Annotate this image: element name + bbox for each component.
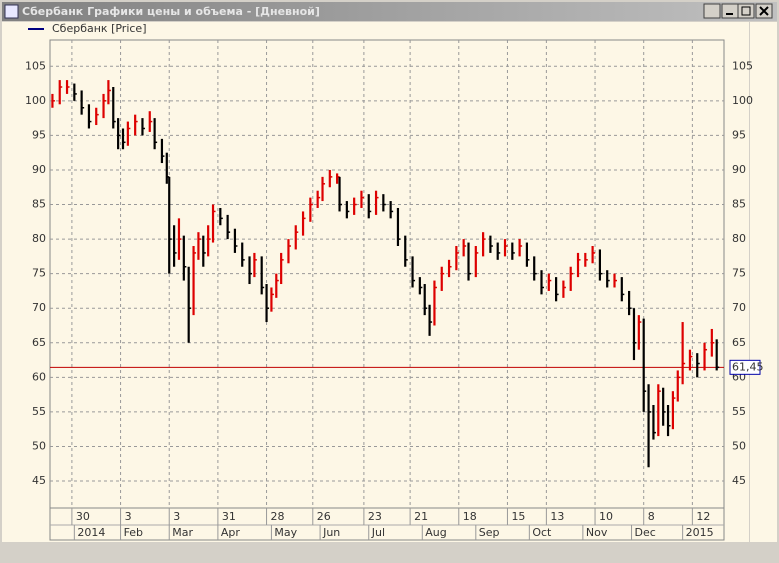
y-tick-label: 105	[25, 59, 46, 72]
pin-button[interactable]	[703, 3, 721, 19]
maximize-button[interactable]	[737, 3, 755, 19]
y-tick-label: 50	[32, 439, 46, 452]
y-tick-label: 75	[32, 267, 46, 280]
y-tick-label: 95	[32, 128, 46, 141]
period-label: Mar	[172, 526, 193, 539]
y-tick-label: 70	[32, 301, 46, 314]
y-tick-label: 55	[32, 405, 46, 418]
close-glyph	[759, 6, 769, 16]
x-tick-label: 23	[368, 510, 382, 523]
y-tick-label: 100	[25, 94, 46, 107]
chart-background	[2, 22, 749, 542]
minimize-button[interactable]	[721, 3, 739, 19]
window-buttons[interactable]	[703, 3, 773, 19]
title-bar	[2, 2, 777, 21]
y-tick-label-right: 105	[732, 59, 753, 72]
x-tick-label: 28	[271, 510, 285, 523]
y-tick-label-right: 85	[732, 198, 746, 211]
x-tick-label: 3	[125, 510, 132, 523]
period-label: Oct	[532, 526, 552, 539]
y-tick-label-right: 90	[732, 163, 746, 176]
x-tick-label: 18	[463, 510, 477, 523]
x-tick-label: 26	[317, 510, 331, 523]
y-tick-label: 65	[32, 336, 46, 349]
y-tick-label-right: 70	[732, 301, 746, 314]
x-tick-label: 12	[696, 510, 710, 523]
period-label: May	[274, 526, 297, 539]
x-tick-label: 15	[511, 510, 525, 523]
x-tick-label: 10	[599, 510, 613, 523]
side-strip	[750, 22, 777, 542]
status-bar	[0, 543, 779, 559]
y-tick-label: 45	[32, 474, 46, 487]
price-badge	[729, 359, 761, 375]
y-tick-label: 90	[32, 163, 46, 176]
x-tick-label: 13	[550, 510, 564, 523]
window-icon	[4, 4, 19, 19]
y-tick-label: 80	[32, 232, 46, 245]
period-label: Sep	[479, 526, 500, 539]
period-label: Apr	[221, 526, 241, 539]
period-label: Jun	[322, 526, 340, 539]
y-tick-label-right: 95	[732, 128, 746, 141]
x-tick-label: 21	[414, 510, 428, 523]
y-tick-label-right: 100	[732, 94, 753, 107]
x-tick-label: 8	[648, 510, 655, 523]
maximize-glyph	[741, 6, 751, 16]
y-tick-label-right: 80	[732, 232, 746, 245]
y-tick-label: 60	[32, 370, 46, 383]
x-tick-label: 31	[222, 510, 236, 523]
y-tick-label-right: 45	[732, 474, 746, 487]
period-label: Nov	[586, 526, 608, 539]
period-label: Dec	[635, 526, 656, 539]
y-tick-label-right: 55	[732, 405, 746, 418]
period-label: Jul	[371, 526, 385, 539]
x-tick-label: 3	[173, 510, 180, 523]
period-label: 2014	[77, 526, 105, 539]
y-tick-label: 85	[32, 198, 46, 211]
y-tick-label-right: 65	[732, 336, 746, 349]
x-tick-label: 30	[76, 510, 90, 523]
window-title: Сбербанк Графики цены и объема - [Дневно…	[22, 5, 320, 18]
y-tick-label-right: 50	[732, 439, 746, 452]
x-axis-panel	[49, 507, 725, 541]
price-label: 61,45	[732, 360, 764, 373]
legend-label: Сбербанк [Price]	[52, 22, 147, 35]
period-label: Aug	[425, 526, 446, 539]
period-label: Feb	[124, 526, 143, 539]
y-tick-label-right: 75	[732, 267, 746, 280]
period-label: 2015	[686, 526, 714, 539]
